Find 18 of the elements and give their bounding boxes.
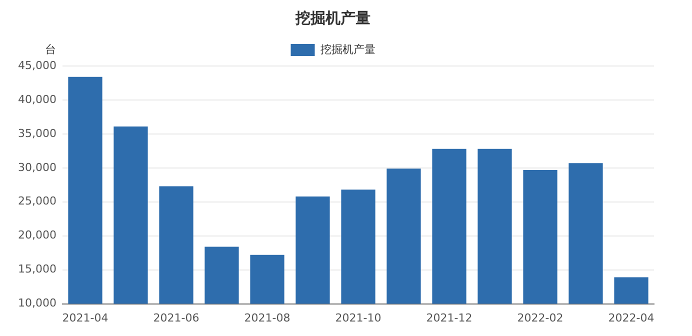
- y-tick-label: 40,000: [18, 92, 56, 106]
- legend-label: 挖掘机产量: [320, 42, 376, 56]
- y-tick-label: 10,000: [18, 296, 56, 310]
- y-axis-title: 台: [44, 42, 56, 56]
- x-tick-label: 2022-04: [608, 311, 654, 324]
- y-tick-label: 45,000: [18, 58, 56, 72]
- x-tick-label: 2021-06: [153, 311, 200, 324]
- x-tick-label: 2021-04: [62, 311, 108, 324]
- x-tick-label: 2021-10: [335, 311, 382, 324]
- y-tick-label: 25,000: [18, 194, 56, 208]
- y-tick-label: 30,000: [18, 160, 56, 174]
- x-tick-label: 2021-12: [426, 311, 472, 324]
- y-tick-label: 15,000: [18, 262, 56, 276]
- x-tick-label: 2021-08: [244, 311, 290, 324]
- chart-title: 挖掘机产量: [294, 8, 370, 27]
- y-tick-label: 35,000: [18, 126, 56, 140]
- y-tick-label: 20,000: [18, 228, 56, 242]
- x-tick-label: 2022-02: [517, 311, 564, 324]
